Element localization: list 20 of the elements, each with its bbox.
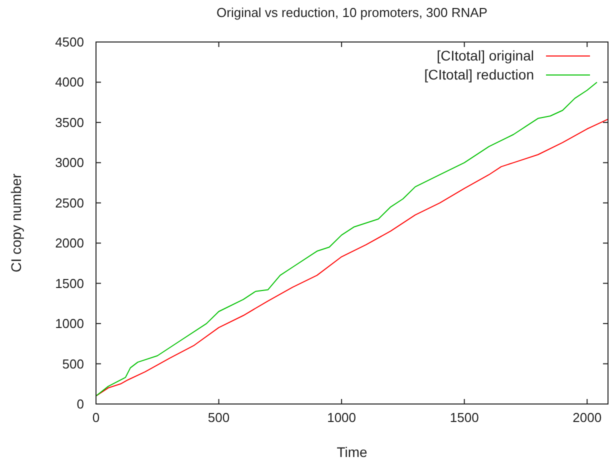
y-tick-label: 500	[62, 356, 84, 372]
y-tick-label: 1000	[55, 316, 84, 332]
y-tick-label: 3500	[55, 114, 84, 130]
y-tick-label: 2500	[55, 195, 84, 210]
x-tick-label: 500	[208, 410, 230, 425]
y-tick-label: 3000	[55, 155, 84, 170]
y-tick-label: 4000	[55, 74, 84, 90]
y-tick-label: 4500	[55, 34, 84, 50]
y-tick-label: 2000	[55, 236, 84, 251]
x-tick-label: 1000	[327, 410, 356, 425]
x-axis-title: Time	[336, 444, 368, 460]
x-tick-label: 2000	[572, 410, 602, 425]
y-tick-label: 1500	[55, 276, 84, 291]
legend-label: [CItotal] reduction	[424, 66, 534, 82]
legend-label: [CItotal] original	[436, 48, 534, 64]
y-tick-label: 0	[76, 396, 84, 412]
chart-title: Original vs reduction, 10 promoters, 300 RNAP	[216, 5, 488, 20]
y-axis-title: CI copy number	[8, 173, 24, 272]
x-tick-label: 0	[92, 410, 100, 425]
x-tick-label: 1500	[450, 410, 479, 425]
